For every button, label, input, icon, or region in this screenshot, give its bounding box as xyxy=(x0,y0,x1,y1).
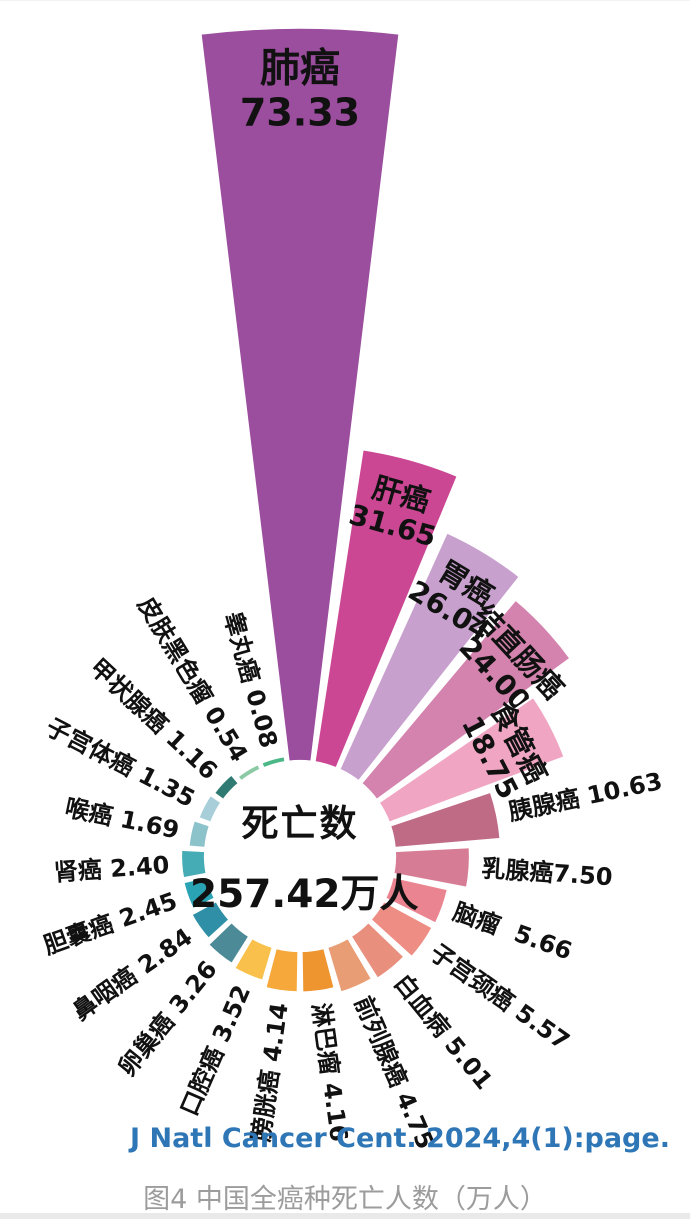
rose-sector-前列腺癌 xyxy=(325,936,374,994)
rose-sector-胆囊癌 xyxy=(182,875,217,911)
citation-text: J Natl Cancer Cent. 2024,4(1):page. xyxy=(130,1123,670,1154)
rose-sector-子宫颈癌 xyxy=(368,899,435,959)
sector-label-肾癌: 肾癌 2.40 xyxy=(53,851,170,887)
rose-sector-卵巢癌 xyxy=(206,920,251,966)
rose-sector-肝癌 xyxy=(313,448,460,770)
rose-sector-喉癌 xyxy=(187,818,212,850)
rose-sector-结直肠癌 xyxy=(359,598,573,802)
rose-sector-胃癌 xyxy=(337,530,522,783)
rose-sector-口腔癌 xyxy=(232,936,275,983)
rose-sector-子宫体癌 xyxy=(196,793,224,825)
rose-sector-脑瘤 xyxy=(383,875,450,926)
rose-sector-肾癌 xyxy=(179,848,208,880)
rose-sector-白血病 xyxy=(349,920,406,981)
rose-sector-食管癌 xyxy=(376,695,567,825)
rose-sector-肺癌 xyxy=(199,26,401,763)
rose-sector-胰腺癌 xyxy=(388,790,502,850)
rose-sector-皮肤黑色瘤 xyxy=(235,762,263,783)
rose-sector-甲状腺癌 xyxy=(212,772,241,802)
rose-sector-睾丸癌 xyxy=(259,754,287,770)
rose-sector-膀胱癌 xyxy=(263,946,300,994)
rose-sector-乳腺癌 xyxy=(392,845,472,890)
bottom-strip xyxy=(0,1213,690,1219)
sector-label-脑瘤: 脑瘤 5.66 xyxy=(449,897,576,965)
sector-label-喉癌: 喉癌 1.69 xyxy=(63,794,182,845)
sector-label-乳腺癌: 乳腺癌7.50 xyxy=(481,854,614,891)
figure-caption: 图4 中国全癌种死亡人数（万人） xyxy=(143,1184,547,1215)
rose-sector-淋巴瘤 xyxy=(300,946,337,994)
center-hub xyxy=(206,762,394,950)
rose-sector-鼻咽癌 xyxy=(189,899,232,941)
sector-label-肺癌: 肺癌 73.33 xyxy=(240,46,360,135)
